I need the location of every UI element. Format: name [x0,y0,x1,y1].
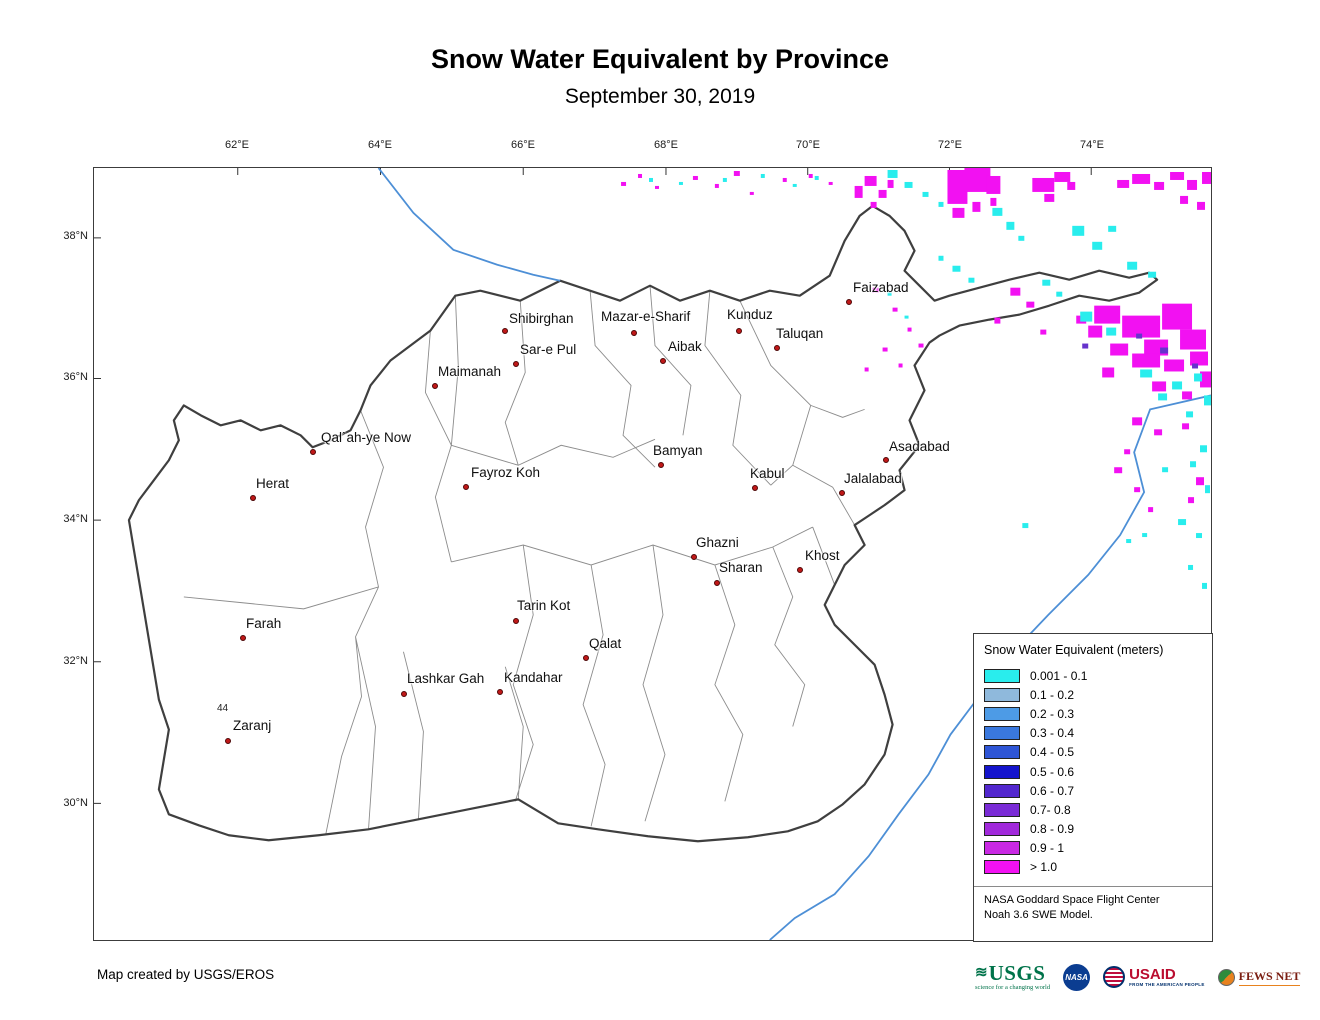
legend-box: Snow Water Equivalent (meters) 0.001 - 0… [973,633,1213,942]
legend-note-line: NASA Goddard Space Flight Center [984,894,1160,907]
lon-label: 62°E [225,139,249,151]
legend-note-line: Noah 3.6 SWE Model. [984,908,1093,921]
legend-swatch [984,726,1020,741]
grid-ticks-left [94,237,101,804]
legend-label: 0.5 - 0.6 [1030,764,1075,779]
lon-label: 74°E [1080,139,1104,151]
legend-swatch [984,841,1020,856]
legend-label: 0.4 - 0.5 [1030,745,1075,760]
legend-row: 0.3 - 0.4 [984,724,1202,743]
usaid-logo-text: USAID [1129,965,1176,983]
legend-swatch [984,783,1020,798]
legend-row: 0.7- 0.8 [984,800,1202,819]
legend-row: > 1.0 [984,858,1202,877]
legend-label: 0.001 - 0.1 [1030,668,1088,683]
legend-title: Snow Water Equivalent (meters) [984,643,1164,657]
lon-label: 66°E [511,139,535,151]
lat-label: 32°N [63,655,88,667]
fewsnet-globe-icon [1217,968,1235,986]
legend-row: 0.1 - 0.2 [984,685,1202,704]
legend-swatch [984,822,1020,837]
legend-row: 0.2 - 0.3 [984,704,1202,723]
usaid-logo: USAID FROM THE AMERICAN PEOPLE [1103,966,1205,988]
legend-swatch [984,706,1020,721]
usgs-tagline: science for a changing world [975,983,1051,991]
legend-swatch [984,668,1020,683]
fewsnet-logo: FEWS NET [1217,968,1301,986]
map-credit: Map created by USGS/EROS [97,967,275,982]
snow-cover-cyan [649,169,1211,589]
snow-cover-magenta [621,168,1211,513]
nasa-logo-text: NASA [1065,972,1088,982]
legend-swatch [984,745,1020,760]
legend-label: 0.7- 0.8 [1030,802,1071,817]
nasa-logo-icon: NASA [1063,963,1091,991]
lat-label: 30°N [63,797,88,809]
page-subtitle: September 30, 2019 [564,85,756,108]
legend-swatch [984,764,1020,779]
legend-note: NASA Goddard Space Flight Center Noah 3.6… [974,886,1212,923]
lon-label: 72°E [938,139,962,151]
legend-label: 0.9 - 1 [1030,841,1065,856]
fewsnet-logo-text: FEWS NET [1238,969,1301,986]
legend-swatch [984,802,1020,817]
map-canvas [94,168,1211,940]
logo-row: ≋ USGS science for a changing world NASA… [975,953,1301,1001]
lon-label: 70°E [796,139,820,151]
legend-label: 0.8 - 0.9 [1030,822,1075,837]
usaid-tagline: FROM THE AMERICAN PEOPLE [1129,982,1205,988]
legend-row: 0.9 - 1 [984,839,1202,858]
lon-label: 68°E [654,139,678,151]
legend-row: 0.8 - 0.9 [984,820,1202,839]
legend-label: 0.6 - 0.7 [1030,783,1075,798]
legend-label: 0.1 - 0.2 [1030,687,1075,702]
legend-row: 0.4 - 0.5 [984,743,1202,762]
legend-items: 0.001 - 0.1 0.1 - 0.2 0.2 - 0.3 0.3 - 0.4 0.… [984,666,1202,877]
usgs-wave-icon: ≋ [975,964,988,981]
legend-label: 0.3 - 0.4 [1030,726,1075,741]
country-boundary [127,204,1159,843]
legend-swatch [984,687,1020,702]
page-title: Snow Water Equivalent by Province [430,44,890,74]
lat-label: 36°N [63,371,88,383]
usgs-logo: ≋ USGS science for a changing world [975,960,1051,992]
river-amu-darya [377,168,561,282]
legend-label: 0.2 - 0.3 [1030,706,1075,721]
lat-label: 38°N [63,230,88,242]
usgs-logo-text: USGS [988,960,1046,985]
legend-swatch [984,860,1020,875]
lat-label: 34°N [63,513,88,525]
legend-row: 0.001 - 0.1 [984,666,1202,685]
usaid-emblem-icon [1103,966,1126,988]
legend-row: 0.5 - 0.6 [984,762,1202,781]
province-boundaries [183,285,865,836]
lon-label: 64°E [368,139,392,151]
snow-cover-purple [1082,333,1199,369]
legend-label: > 1.0 [1030,860,1058,875]
legend-row: 0.6 - 0.7 [984,781,1202,800]
